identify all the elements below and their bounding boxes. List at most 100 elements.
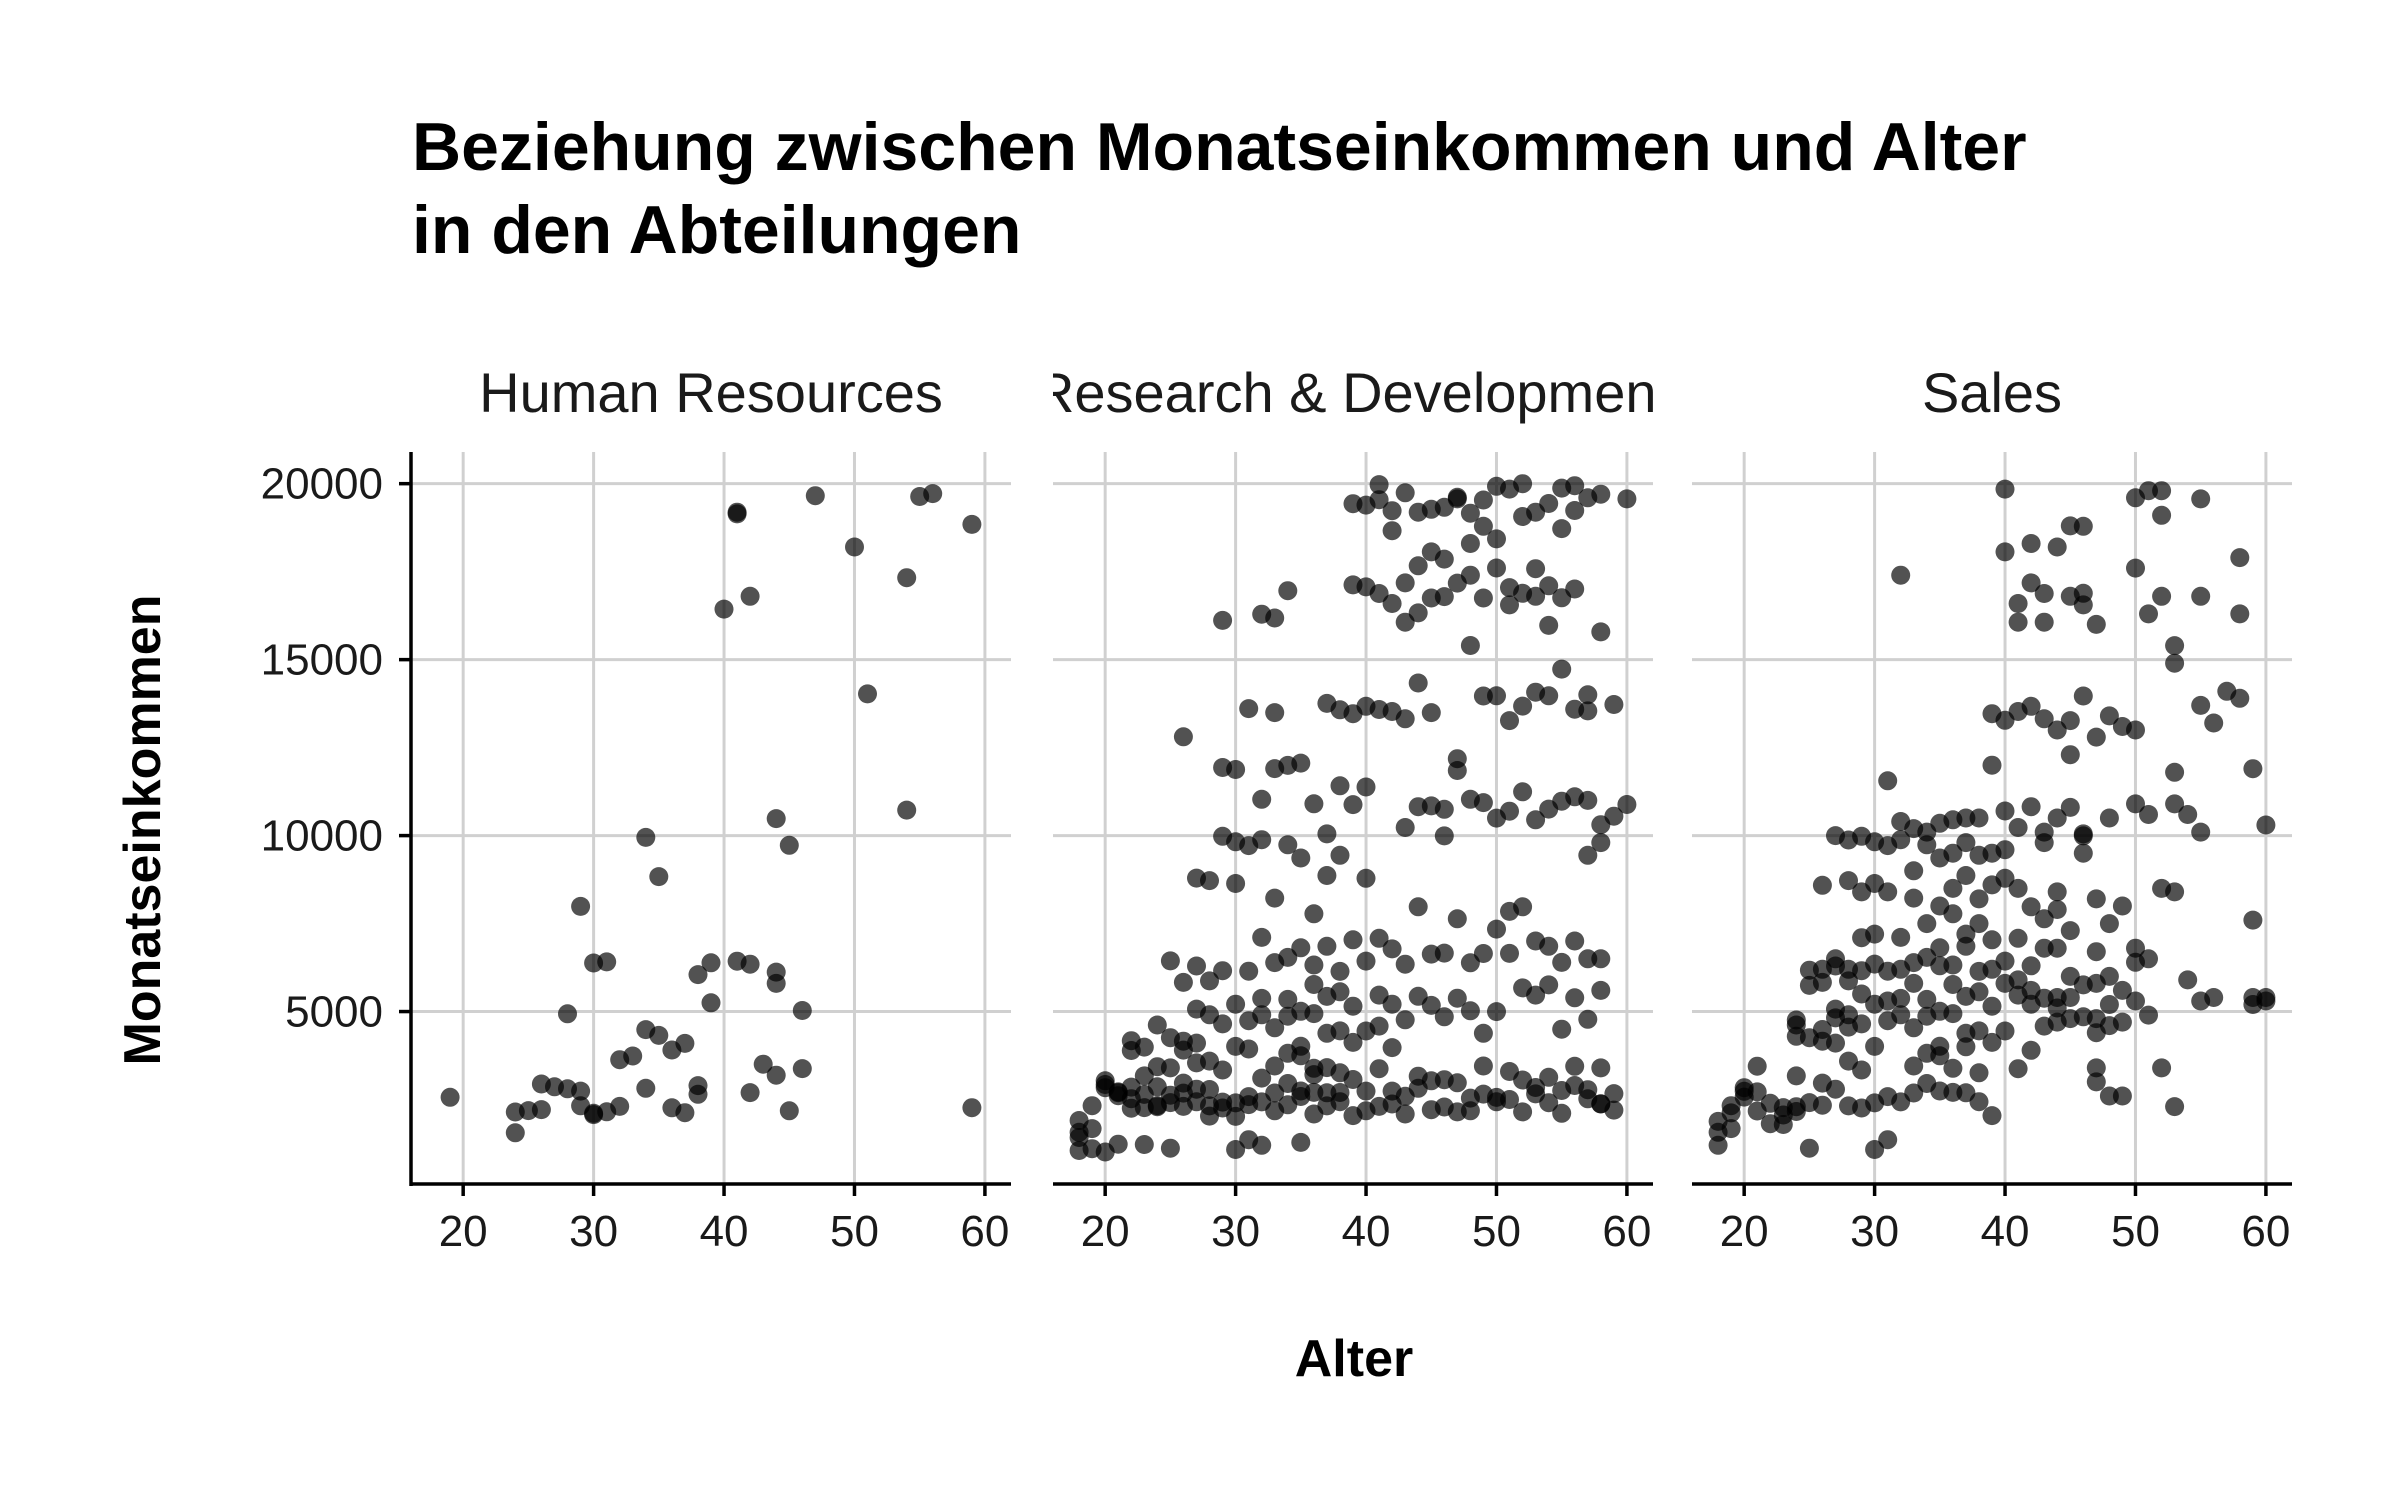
data-point [2126,794,2145,814]
data-point [1160,951,1180,971]
data-point [2230,548,2250,568]
data-point [1226,1106,1246,1126]
data-point [2099,706,2119,726]
data-point [1604,695,1624,714]
data-point [1526,810,1546,830]
data-point [1291,1132,1311,1152]
data-point [1473,516,1493,536]
data-point [845,537,864,557]
data-point [1395,709,1415,729]
data-point [962,1098,982,1118]
data-point [897,568,917,588]
data-point [2021,897,2041,917]
data-point [1134,1135,1154,1154]
data-point [1343,1032,1363,1052]
data-point [1591,622,1611,642]
data-point [1382,1038,1402,1058]
data-point [2256,815,2276,835]
data-point [1421,703,1441,723]
x-tick-label: 60 [2241,1207,2290,1256]
data-point [1317,936,1337,956]
data-point [1330,776,1350,796]
data-point [1578,790,1598,810]
data-point [1408,603,1428,623]
data-point [858,684,877,704]
data-point [2139,481,2158,501]
data-point [1904,888,1924,908]
data-point [2191,489,2211,509]
data-point [1304,1004,1324,1024]
data-point [1930,938,1950,958]
data-point [688,1076,708,1096]
data-point [1213,1060,1233,1080]
data-point [1812,1020,1832,1039]
data-point [1265,1018,1285,1038]
data-point [1565,1056,1585,1076]
data-point [1200,971,1219,991]
data-point [1826,949,1845,969]
data-point [1343,930,1363,950]
chart-title-line-2: in den Abteilungen [412,192,1021,268]
data-point [1956,1037,1976,1057]
data-point [1578,685,1598,705]
data-point [2047,882,2067,902]
data-point [1304,955,1324,975]
data-point [1160,1138,1180,1158]
data-point [1291,1036,1311,1056]
data-point [1500,711,1519,731]
data-point [2034,833,2054,853]
data-point [2139,604,2158,624]
chart-title-line-1: Beziehung zwischen Monatseinkommen und A… [412,109,2027,185]
data-point [740,954,760,974]
data-point [636,827,656,847]
data-point [1982,930,2002,950]
data-point [1773,1115,1793,1134]
x-tick-label: 60 [960,1207,1009,1256]
data-point [1408,556,1428,576]
data-point [1552,1019,1572,1039]
y-axis-title: Monatseinkommen [114,595,172,1066]
data-point [1526,586,1546,606]
facet-panel: Human Resources 20 30 40 50 60 5000 10000 15000 2… [261,361,1011,1256]
data-point [1891,988,1911,1008]
data-point [1487,1002,1506,1022]
data-point [766,1065,786,1085]
data-point [2191,695,2211,715]
data-point [1904,973,1924,993]
data-point [2008,818,2028,837]
data-point [2152,505,2172,525]
data-point [1473,588,1493,608]
data-point [1252,1135,1272,1155]
data-point [2060,988,2080,1007]
data-point [1539,936,1559,956]
data-point [1434,549,1454,569]
data-point [1904,861,1924,881]
data-point [1878,771,1898,791]
data-point [1786,1010,1806,1030]
data-point [1395,483,1415,503]
data-point [1943,955,1963,975]
data-point [1487,558,1506,578]
data-point [610,1096,630,1116]
data-point [1226,874,1246,893]
data-point [1591,980,1611,1000]
data-point [1552,519,1572,539]
data-point [1473,490,1493,510]
data-point [2099,914,2119,934]
data-point [1252,988,1272,1008]
data-point [1878,882,1898,902]
data-point [2034,612,2054,632]
data-point [2060,745,2080,765]
data-point [1969,1092,1989,1112]
data-point [1369,475,1389,495]
data-point [1082,1096,1102,1116]
data-point [1343,996,1363,1016]
data-point [2086,1058,2106,1078]
data-point [1591,833,1611,853]
data-point [649,1025,669,1045]
data-point [1473,1023,1493,1043]
data-point [1604,1100,1624,1120]
data-point [701,953,721,973]
data-point [1304,975,1324,994]
data-point [1330,1021,1350,1041]
